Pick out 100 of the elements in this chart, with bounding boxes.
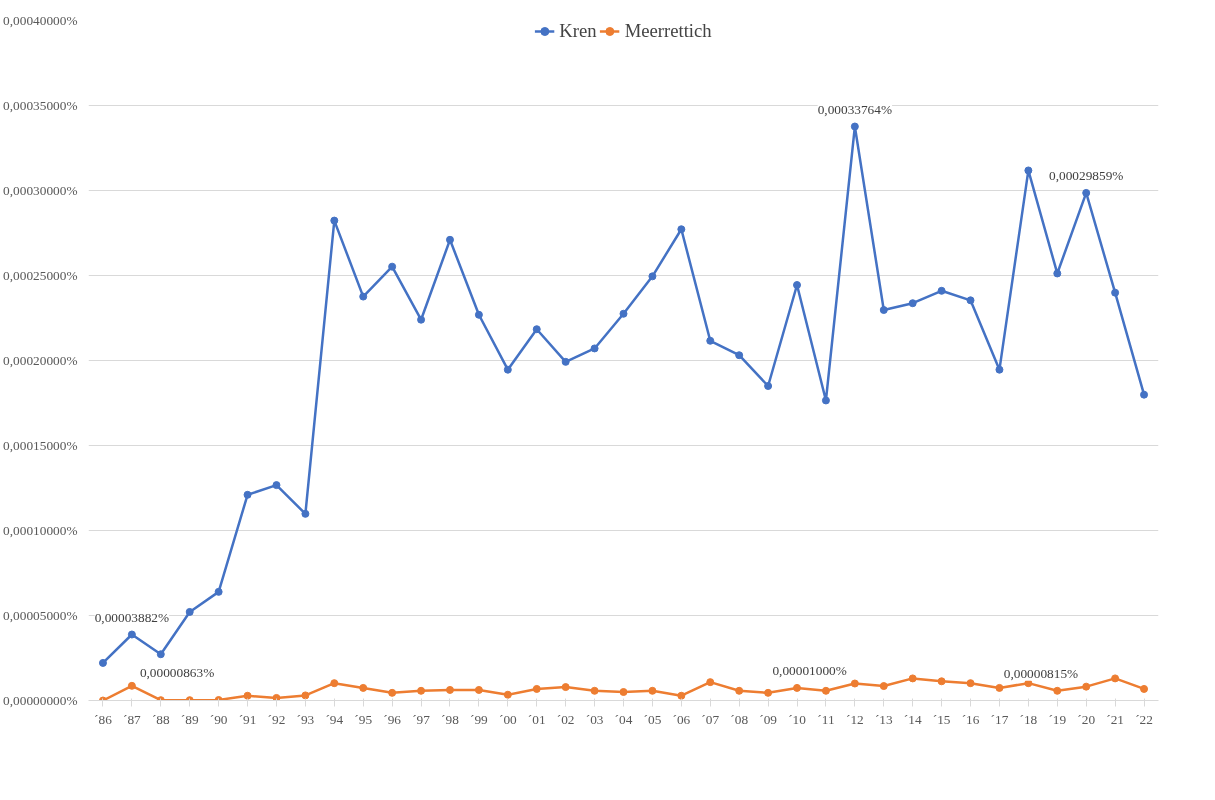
- point: [590, 686, 599, 695]
- x-tick-label: ´86: [94, 711, 113, 727]
- x-tick-label: ´89: [180, 711, 199, 727]
- point: [764, 382, 773, 390]
- x-tick-label: ´09: [759, 711, 778, 727]
- x-tick-label: ´87: [123, 711, 142, 727]
- point: [1053, 686, 1062, 695]
- y-tick-label: 0,00030000%: [3, 183, 78, 198]
- point: [908, 299, 917, 308]
- x-tick-label: ´07: [701, 711, 720, 727]
- point: [301, 509, 310, 518]
- point: [359, 292, 368, 301]
- x-tick-label: ´04: [614, 711, 633, 727]
- point: [793, 683, 802, 692]
- point: [503, 365, 512, 374]
- point: [619, 688, 628, 696]
- point: [1024, 166, 1033, 175]
- x-tick-label: ´11: [817, 711, 835, 727]
- x-tick-label: ´18: [1019, 711, 1038, 727]
- data-label: 0,00001000%: [772, 662, 847, 678]
- x-tick-label: ´13: [874, 711, 893, 727]
- x-tick-label: ´06: [672, 711, 691, 727]
- point: [330, 679, 339, 688]
- point: [272, 481, 281, 490]
- point: [850, 679, 859, 688]
- point: [561, 683, 570, 692]
- data-label: 0,00033764%: [817, 101, 893, 117]
- point: [1111, 288, 1120, 297]
- point: [156, 650, 165, 659]
- x-tick-label: ´10: [788, 711, 807, 727]
- x-tick-label: ´22: [1135, 711, 1153, 727]
- y-tick-label: 0,00000000%: [3, 693, 78, 708]
- point: [445, 685, 454, 694]
- x-tick-label: ´16: [961, 711, 980, 727]
- x-tick-label: ´91: [238, 711, 257, 727]
- point: [995, 683, 1004, 692]
- point: [330, 216, 339, 225]
- point: [1082, 188, 1091, 197]
- point: [503, 690, 512, 699]
- point: [648, 272, 657, 281]
- point: [532, 325, 541, 334]
- data-label: 0,00000815%: [1003, 665, 1079, 681]
- y-tick-label: 0,00010000%: [3, 523, 78, 538]
- point: [706, 336, 715, 345]
- point: [301, 691, 310, 700]
- x-tick-label: ´05: [643, 711, 662, 727]
- point: [214, 587, 223, 596]
- point: [417, 315, 426, 324]
- point: [821, 686, 830, 695]
- x-tick-label: ´15: [932, 711, 951, 727]
- point: [243, 691, 252, 700]
- point: [735, 686, 744, 695]
- data-label: 0,00003882%: [94, 609, 170, 625]
- x-tick-label: ´12: [845, 711, 864, 727]
- point: [793, 281, 802, 290]
- x-tick-label: ´03: [585, 711, 604, 727]
- x-tick-label: ´08: [730, 711, 749, 727]
- x-tick-label: ´96: [383, 711, 402, 727]
- legend-label: Kren: [559, 20, 597, 42]
- point: [821, 396, 830, 405]
- x-tick-label: ´14: [903, 711, 922, 727]
- point: [417, 686, 426, 695]
- x-tick-label: ´98: [441, 711, 460, 727]
- point: [677, 225, 686, 234]
- point: [272, 693, 281, 701]
- point: [735, 351, 744, 360]
- point: [879, 682, 888, 691]
- x-tick-label: ´19: [1048, 711, 1067, 727]
- point: [677, 691, 686, 700]
- x-tick-label: ´97: [412, 711, 431, 727]
- x-tick-label: ´01: [527, 711, 546, 727]
- y-tick-label: 0,00035000%: [3, 98, 78, 113]
- y-tick-label: 0,00005000%: [3, 608, 78, 623]
- y-tick-label: 0,00015000%: [3, 438, 78, 453]
- point: [445, 235, 454, 244]
- point: [532, 684, 541, 693]
- point: [850, 122, 859, 131]
- point: [706, 678, 715, 687]
- x-tick-label: ´00: [498, 711, 518, 727]
- x-tick-label: ´21: [1106, 711, 1125, 727]
- point: [388, 688, 397, 697]
- point: [966, 679, 975, 688]
- point: [1111, 674, 1120, 683]
- point: [619, 309, 628, 318]
- x-tick-label: ´88: [151, 711, 171, 727]
- point: [1140, 390, 1149, 399]
- point: [388, 262, 397, 271]
- point: [1140, 684, 1149, 693]
- point: [1053, 269, 1062, 278]
- point: [127, 681, 136, 690]
- point: [127, 630, 136, 639]
- point: [908, 674, 917, 683]
- x-tick-label: ´90: [209, 711, 228, 727]
- x-tick-label: ´93: [296, 711, 315, 727]
- point: [561, 357, 570, 366]
- point: [185, 607, 194, 616]
- point: [590, 344, 599, 353]
- point: [243, 490, 252, 499]
- x-tick-label: ´94: [325, 711, 344, 727]
- y-tick-label: 0,00020000%: [3, 353, 78, 368]
